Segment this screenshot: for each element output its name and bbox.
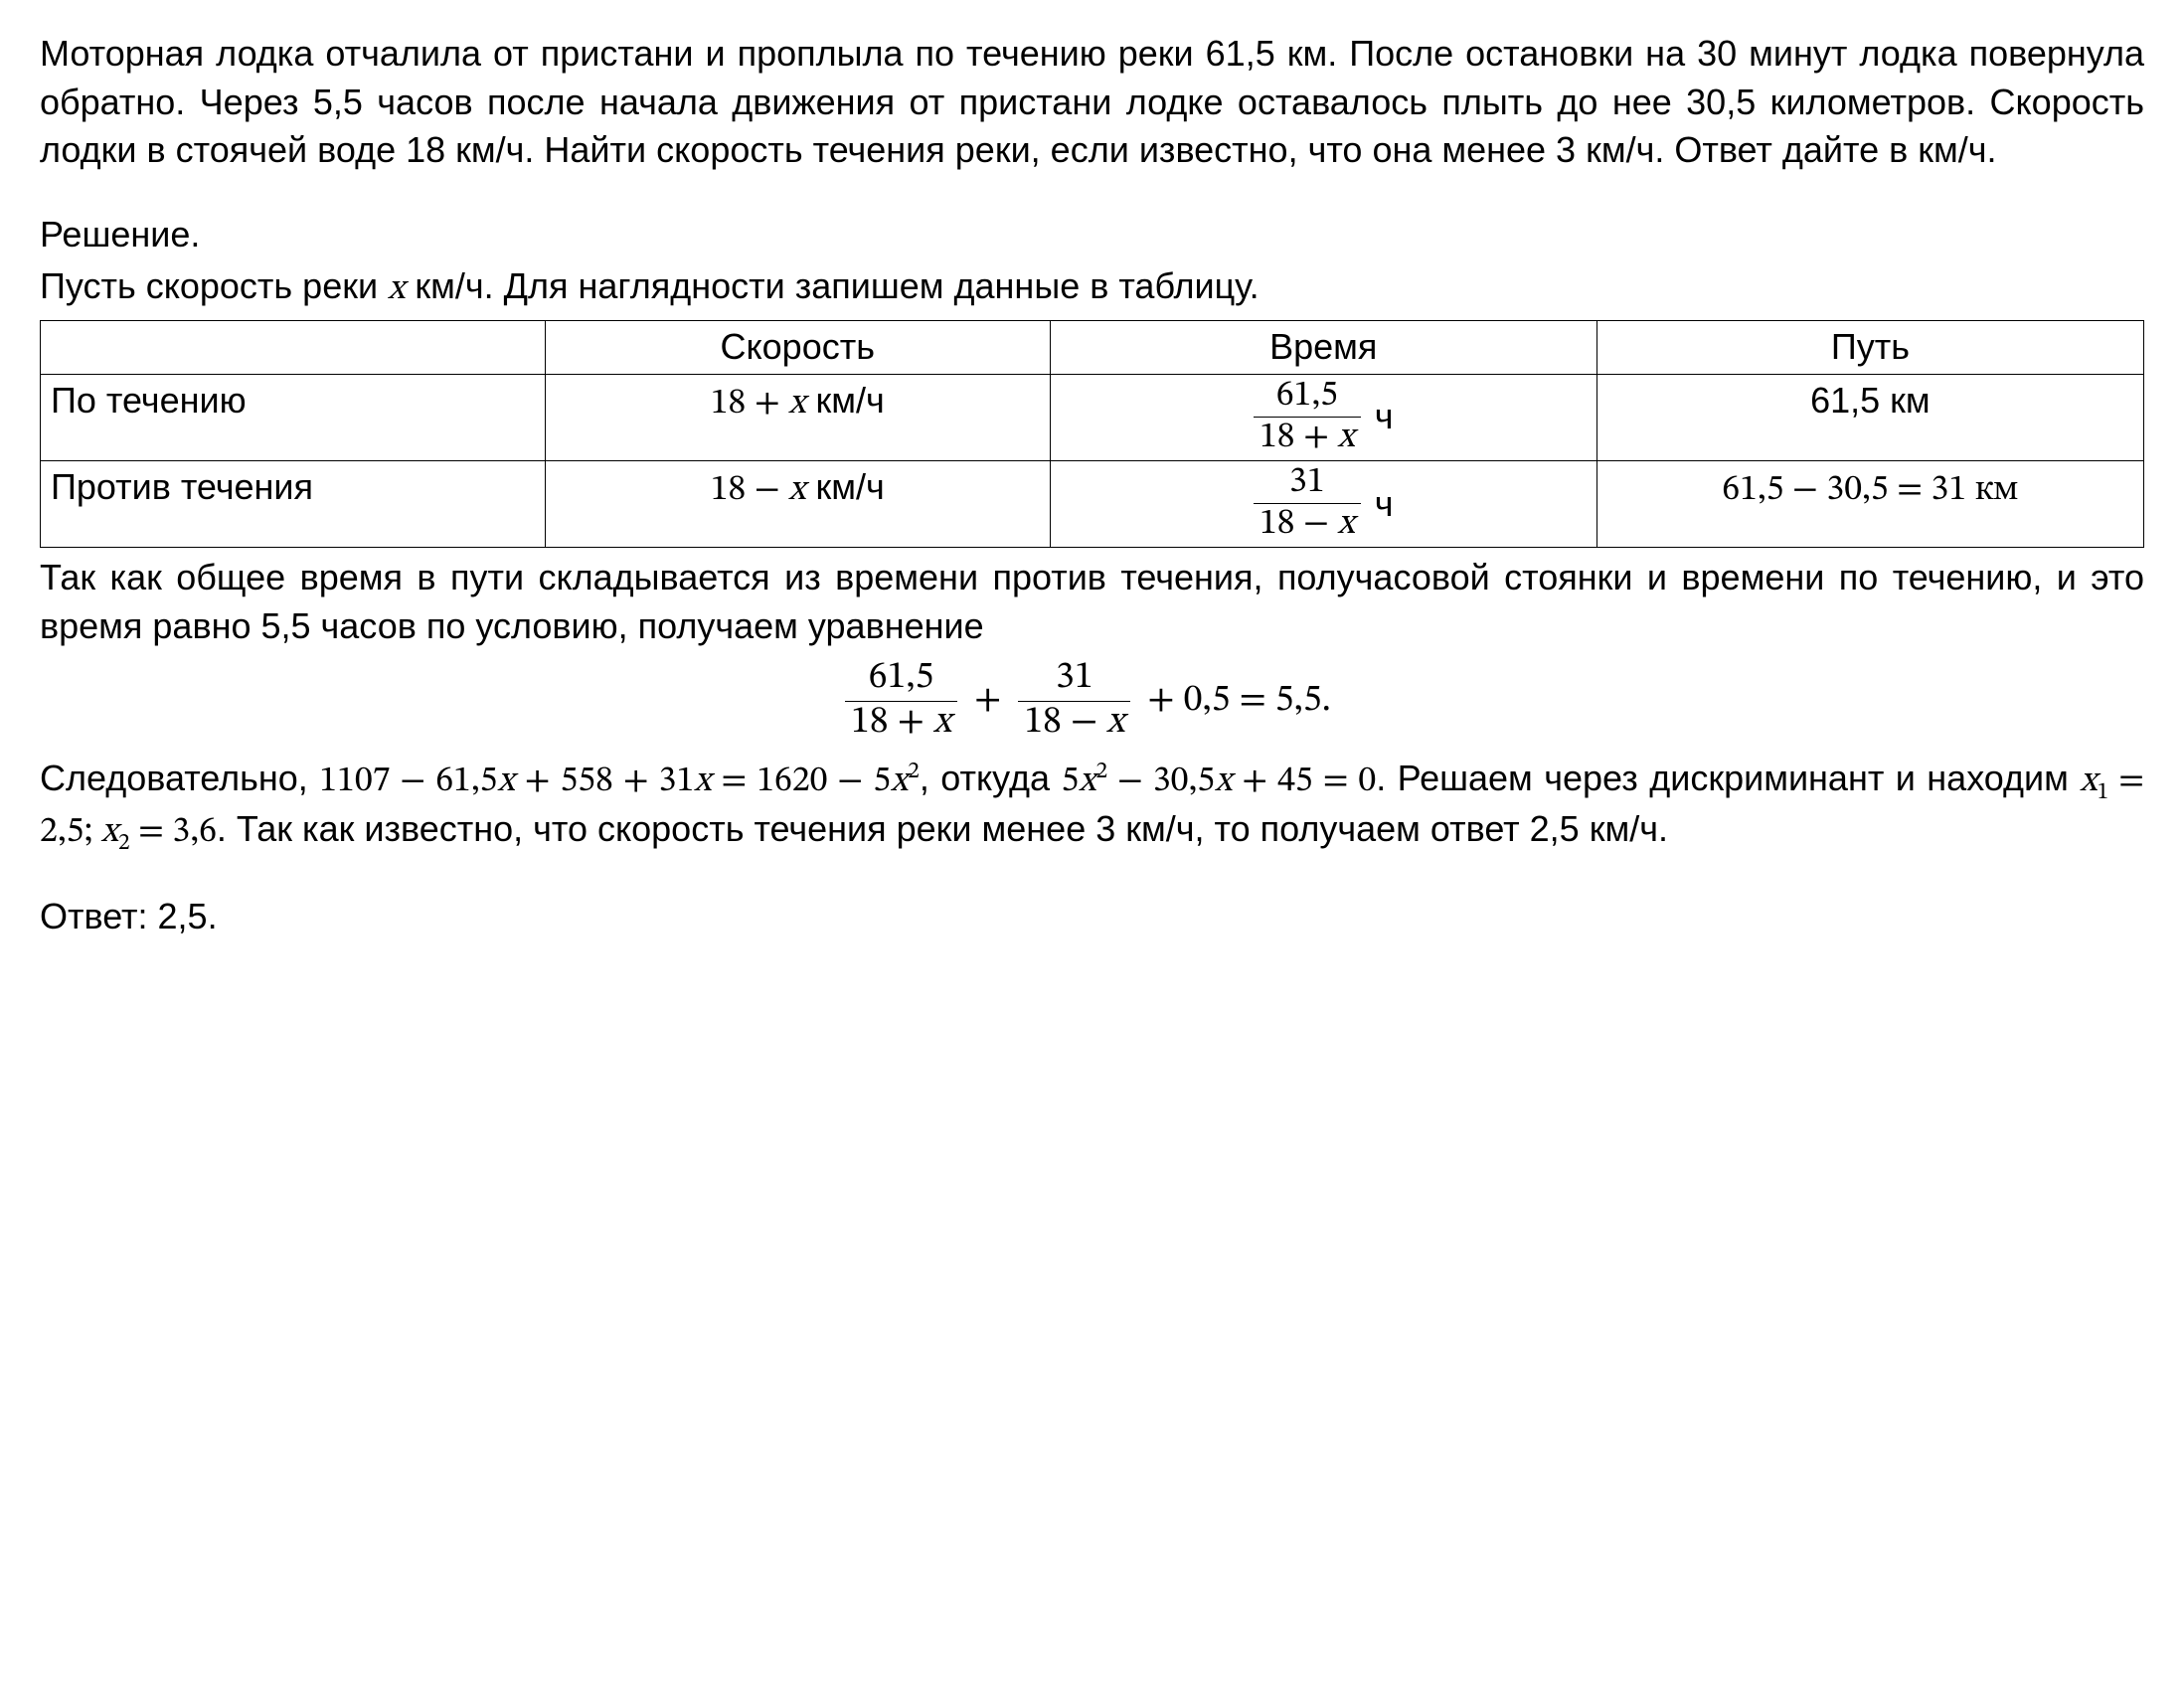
row2-time-num: 31: [1289, 464, 1325, 500]
solution-label: Решение.: [40, 211, 2144, 259]
eq-f1-den-var: x: [933, 704, 951, 742]
c-x1v: x: [2080, 763, 2097, 799]
row2-time-frac: 31 18 − x: [1254, 463, 1361, 545]
row1-time-den-var: x: [1337, 420, 1354, 455]
row1-speed-pre: 18 +: [711, 386, 788, 422]
after-table-text: Так как общее время в пути складывается …: [40, 554, 2144, 650]
answer-label: Ответ:: [40, 896, 158, 936]
eq-plus1: +: [966, 676, 1009, 727]
c-p1va: x: [498, 763, 515, 799]
c-p1mb: + 558 + 31: [515, 763, 695, 799]
row2-speed-pre: 18 −: [711, 472, 788, 508]
data-table: Скорость Время Путь По течению 18 + x км…: [40, 320, 2144, 548]
c-p1md: 5: [1061, 763, 1079, 799]
c-p1vc: x: [891, 763, 908, 799]
answer-value: 2,5.: [158, 896, 218, 936]
solution-intro: Пусть скорость реки x км/ч. Для наглядно…: [40, 262, 2144, 314]
c-x1s: 1: [2098, 780, 2109, 804]
row2-time-unit: ч: [1375, 480, 1394, 529]
c-p2b: . Так как известно, что скорость течения…: [217, 808, 1668, 849]
problem-statement: Моторная лодка отчалила от пристани и пр…: [40, 30, 2144, 175]
c-p1d: , откуда: [920, 758, 1062, 798]
th-time: Время: [1050, 320, 1596, 374]
row1-distance: 61,5 км: [1596, 374, 2143, 460]
table-row-upstream: Против течения 18 − x км/ч 31 18 − x ч 6…: [41, 460, 2144, 547]
row2-distance-text: 61,5 − 30,5 = 31 км: [1722, 472, 2018, 508]
eq-f2-num: 31: [1056, 659, 1093, 697]
th-speed: Скорость: [545, 320, 1050, 374]
c-p1a: Следовательно,: [40, 758, 319, 798]
row2-distance: 61,5 − 30,5 = 31 км: [1596, 460, 2143, 547]
intro-before: Пусть скорость реки: [40, 265, 388, 306]
row1-time: 61,5 18 + x ч: [1050, 374, 1596, 460]
row1-speed: 18 + x км/ч: [545, 374, 1050, 460]
c-x2v: x: [101, 814, 118, 850]
c-p1sq2: 2: [1096, 760, 1108, 783]
eq-rest: + 0,5 = 5,5.: [1139, 676, 1339, 727]
row1-label: По течению: [41, 374, 546, 460]
row2-label: Против течения: [41, 460, 546, 547]
row1-time-unit: ч: [1375, 393, 1394, 441]
table-row-downstream: По течению 18 + x км/ч 61,5 18 + x ч 61,…: [41, 374, 2144, 460]
th-distance: Путь: [1596, 320, 2143, 374]
intro-after: км/ч. Для наглядности запишем данные в т…: [405, 265, 1259, 306]
main-equation: 61,5 18 + x + 31 18 − x + 0,5 = 5,5.: [40, 658, 2144, 745]
row2-time-den-pre: 18 −: [1260, 506, 1337, 542]
c-p1mc: = 1620 − 5: [712, 763, 892, 799]
intro-var: x: [388, 271, 405, 307]
conclusion-text: Следовательно, 1107 − 61,5x + 558 + 31x …: [40, 755, 2144, 857]
row2-time-den-var: x: [1337, 506, 1354, 542]
row2-speed: 18 − x км/ч: [545, 460, 1050, 547]
eq-f1-den-pre: 18 +: [851, 704, 933, 742]
c-p1ve: x: [1215, 763, 1232, 799]
c-p1mf: + 45 = 0: [1232, 763, 1376, 799]
row2-time: 31 18 − x ч: [1050, 460, 1596, 547]
row2-speed-unit: км/ч: [805, 466, 884, 507]
row1-speed-var: x: [788, 386, 805, 422]
row1-speed-unit: км/ч: [805, 380, 884, 421]
row1-time-frac: 61,5 18 + x: [1254, 377, 1361, 458]
eq-f2-den-pre: 18 −: [1024, 704, 1106, 742]
c-p1me: − 30,5: [1107, 763, 1215, 799]
c-p1vd: x: [1079, 763, 1095, 799]
eq-f1-num: 61,5: [869, 659, 934, 697]
row1-time-num: 61,5: [1276, 378, 1338, 414]
c-p1ma: 1107 − 61,5: [319, 763, 497, 799]
answer-line: Ответ: 2,5.: [40, 893, 2144, 941]
row2-speed-var: x: [788, 472, 805, 508]
row1-time-den-pre: 18 +: [1260, 420, 1337, 455]
eq-frac1: 61,5 18 + x: [845, 658, 957, 745]
eq-frac2: 31 18 − x: [1018, 658, 1130, 745]
c-p1vb: x: [694, 763, 711, 799]
c-x2s: 2: [118, 832, 130, 856]
th-blank: [41, 320, 546, 374]
eq-f2-den-var: x: [1106, 704, 1124, 742]
c-p2a: . Решаем через дискриминант и находим: [1376, 758, 2080, 798]
c-x2eq: = 3,6: [130, 814, 217, 850]
c-p1sq: 2: [908, 760, 920, 783]
table-header-row: Скорость Время Путь: [41, 320, 2144, 374]
